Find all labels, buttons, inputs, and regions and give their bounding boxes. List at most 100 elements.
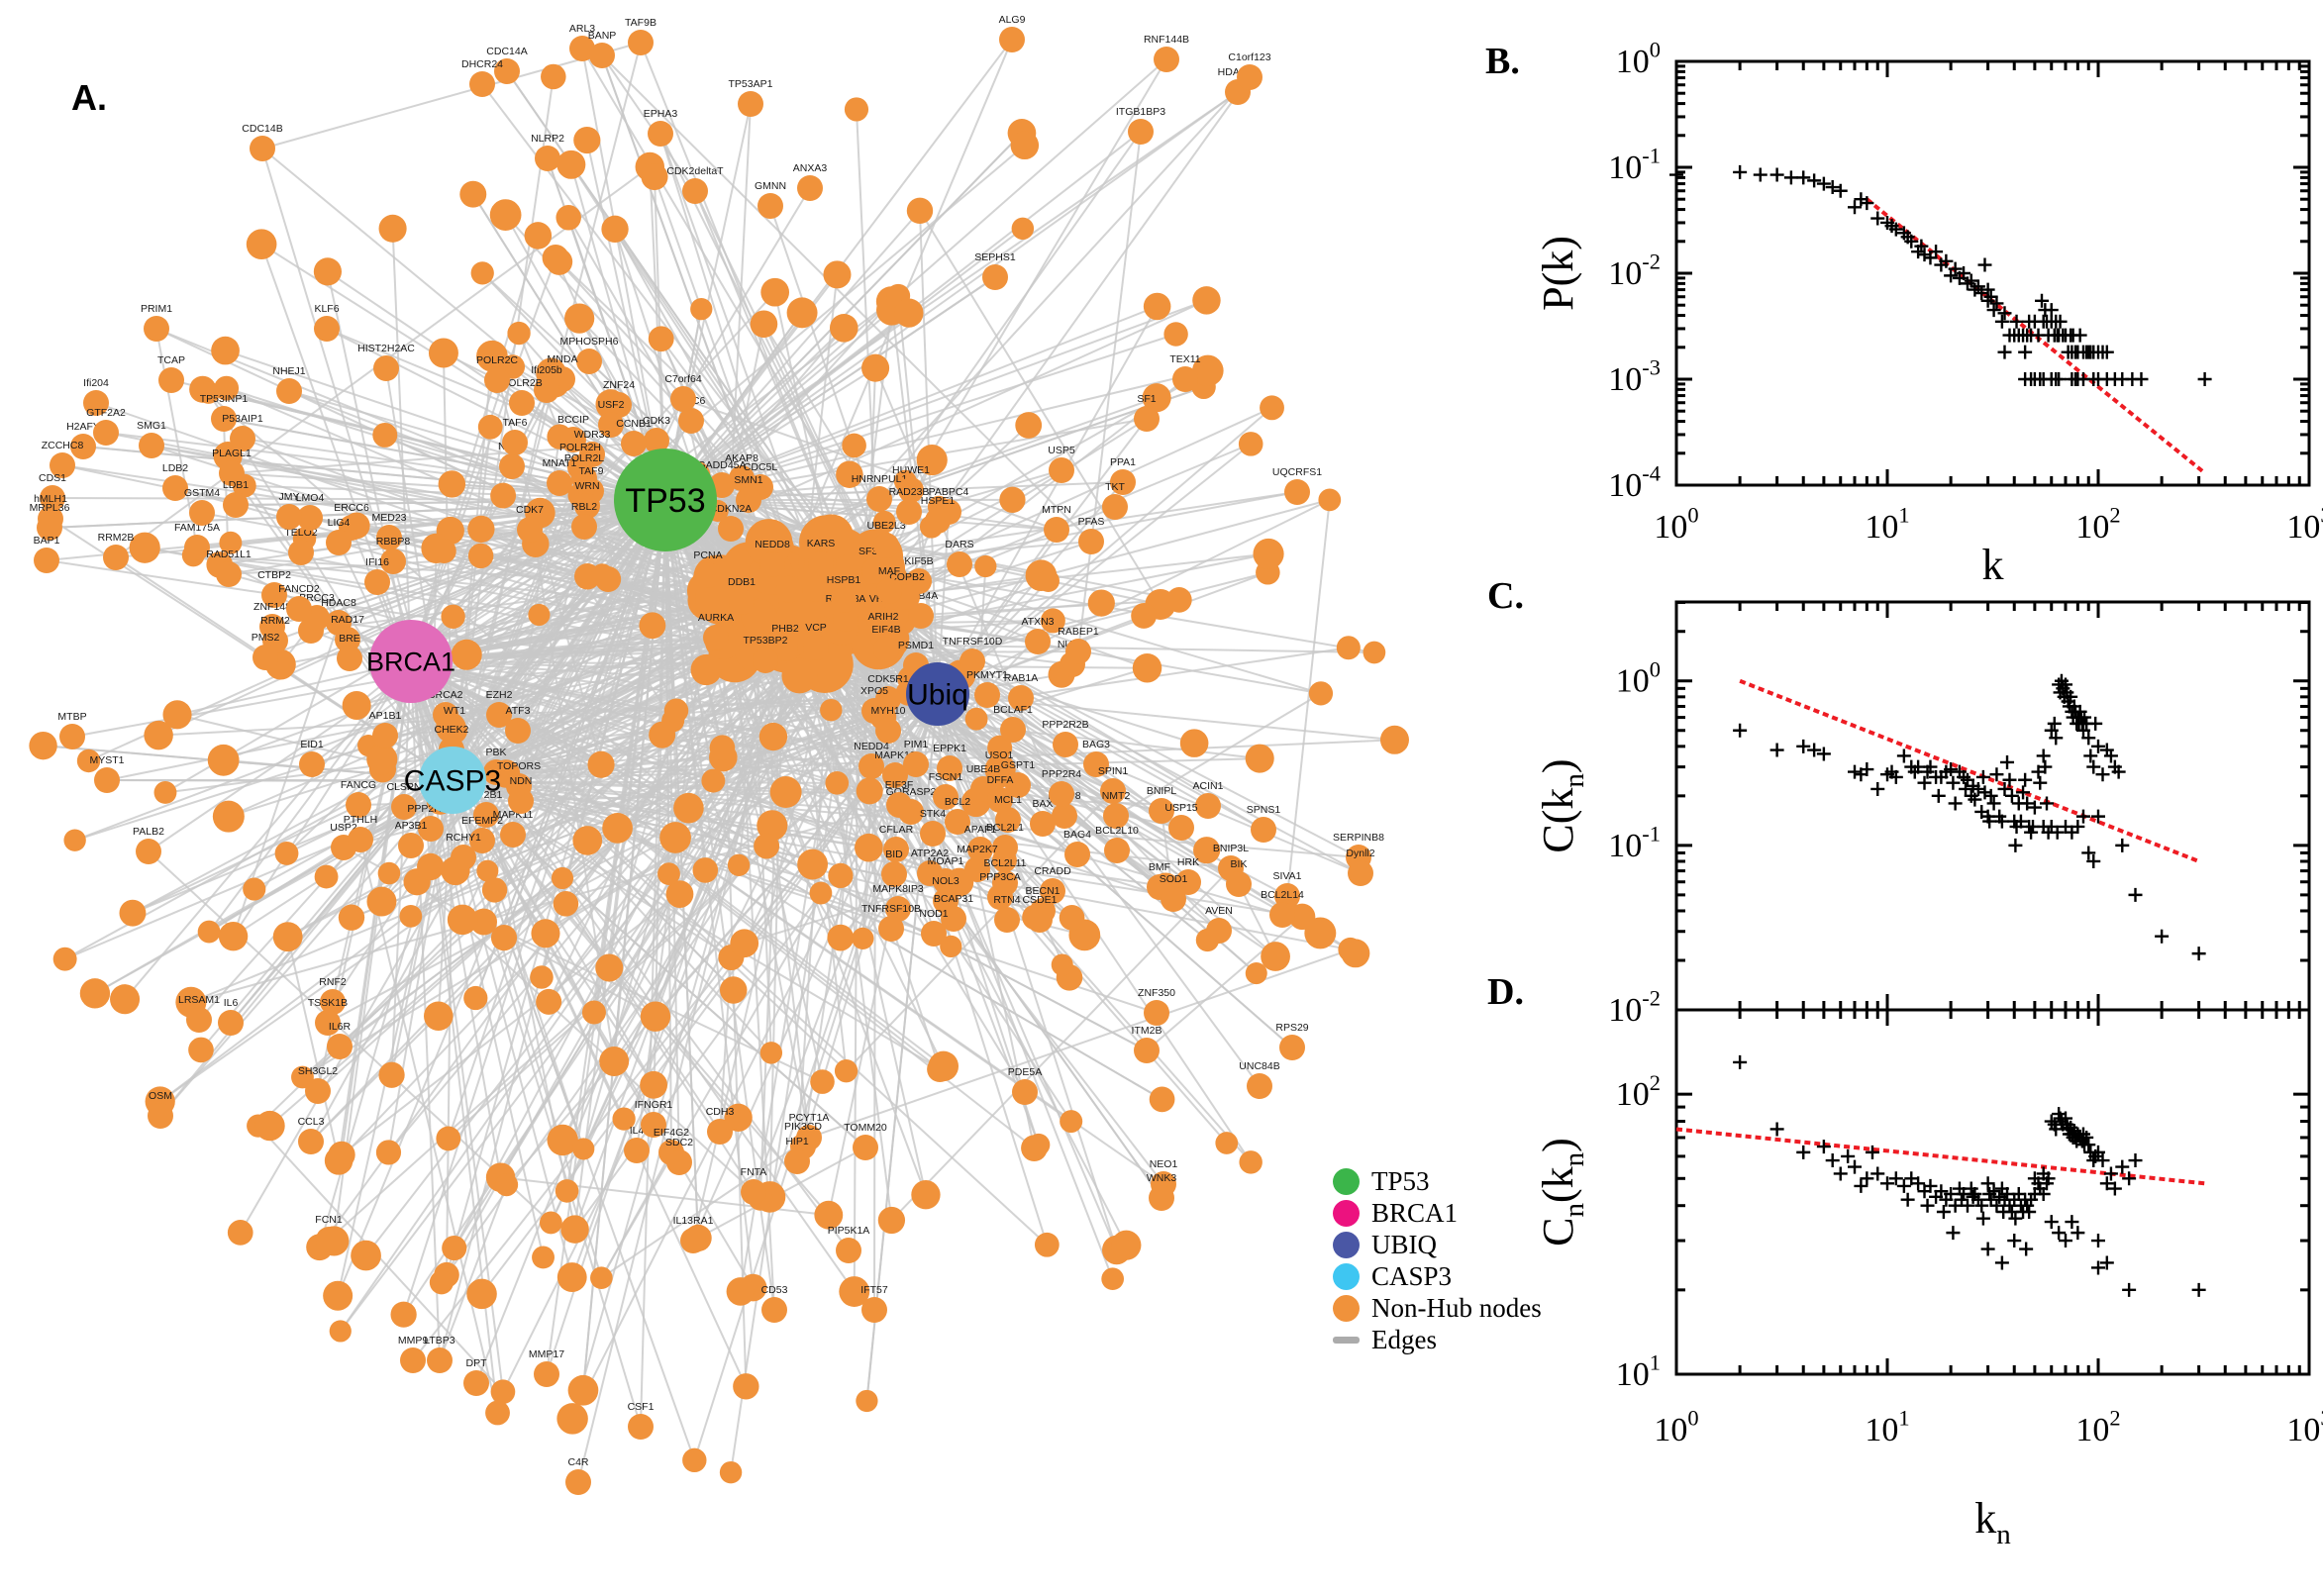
network-node	[833, 606, 858, 632]
network-node	[599, 1047, 630, 1077]
network-node	[1172, 366, 1198, 392]
network-node	[366, 744, 398, 775]
network-node	[314, 316, 340, 342]
network-node-label: NEDD8	[755, 539, 790, 550]
legend-label: CASP3	[1371, 1261, 1453, 1291]
network-node	[1226, 871, 1252, 897]
network-node-label: HDAC8	[321, 597, 356, 609]
network-node-label: PLAGL1	[212, 448, 252, 459]
network-node	[223, 492, 249, 518]
network-node	[494, 1172, 519, 1197]
network-node	[34, 548, 59, 573]
network-node	[987, 735, 1013, 760]
network-node-label: LRSAM1	[178, 994, 220, 1006]
network-node-label: PPA1	[1110, 456, 1136, 468]
network-node-label: USP2	[330, 822, 357, 834]
network-node-label: BCL2	[945, 796, 970, 808]
network-node	[873, 533, 899, 558]
network-node	[63, 829, 86, 851]
network-node-label: PIP5K1A	[828, 1225, 870, 1237]
legend-label: BRCA1	[1371, 1198, 1459, 1228]
network-node	[451, 639, 482, 670]
network-node-label: EZH2	[486, 689, 513, 701]
network-node-label: CSDE1	[1022, 894, 1057, 906]
network-node-label: HSPE1	[921, 495, 956, 507]
network-node-label: PABPC4	[929, 486, 969, 498]
network-node	[1060, 1110, 1083, 1134]
network-node-label: Ifi204	[83, 377, 109, 389]
network-node	[451, 845, 476, 870]
network-node	[682, 1447, 707, 1473]
network-node	[758, 722, 788, 751]
network-node-label: hMLH1	[34, 493, 67, 505]
network-node-label: KARS	[807, 538, 836, 549]
network-node-label: SH3GL2	[298, 1065, 338, 1077]
panel-label-b: B.	[1485, 41, 1520, 82]
network-node-label: USP15	[1164, 802, 1197, 814]
network-node-label: ITGB1BP3	[1116, 106, 1165, 118]
network-node	[1304, 917, 1337, 949]
network-node	[94, 767, 120, 793]
network-node	[1049, 457, 1074, 483]
y-tick-label: 10-4​	[1608, 461, 1661, 504]
network-node	[76, 748, 101, 773]
network-node	[866, 486, 892, 512]
network-node	[1131, 603, 1158, 629]
network-node	[758, 193, 783, 219]
network-node	[189, 500, 215, 526]
network-node	[894, 298, 924, 328]
network-node-label: ERCC6	[334, 502, 369, 514]
network-node	[1175, 869, 1201, 895]
network-node	[730, 929, 759, 958]
network-node-label: RRM2B	[98, 532, 135, 544]
network-node	[852, 927, 874, 950]
network-node	[490, 1379, 516, 1405]
network-node-label: PIK3CD	[784, 1121, 822, 1133]
network-node-label: FAM175A	[174, 522, 220, 534]
network-node	[560, 1215, 589, 1244]
network-node-label: FANCG	[341, 779, 376, 791]
network-node	[703, 625, 729, 650]
network-node-label: JMY	[279, 491, 300, 503]
network-node-label: BMF	[1149, 861, 1170, 873]
network-node	[1163, 322, 1188, 347]
network-node	[315, 1010, 341, 1036]
network-node	[243, 877, 266, 901]
network-node	[663, 698, 689, 723]
network-node-label: LTBP3	[424, 1335, 454, 1347]
network-node-label: BAG3	[1082, 739, 1110, 750]
network-node-label: EPHA3	[644, 108, 678, 120]
network-node	[967, 837, 993, 862]
network-node-label: IL13RA1	[673, 1215, 714, 1227]
network-node-label: PBK	[485, 747, 506, 758]
network-node	[736, 487, 761, 513]
chart-panel-B: 100​ 101​ 102​ 103​ 100​ 10-1​ 10-2​ 10-3​ 10-4​…	[1534, 38, 2323, 589]
network-node	[945, 809, 970, 835]
network-node	[297, 505, 323, 531]
network-node-label: CFLAR	[879, 824, 914, 836]
network-node	[184, 535, 210, 560]
legend-label: Non-Hub nodes	[1371, 1293, 1542, 1323]
network-node-label: NEO1	[1150, 1158, 1178, 1170]
network-node	[1027, 907, 1053, 933]
network-node-label: AP1B1	[369, 710, 402, 722]
network-node	[337, 646, 362, 671]
scatter-points	[1669, 164, 2212, 386]
legend-color-dot	[1333, 1295, 1360, 1322]
network-node-label: IFNGR1	[635, 1099, 673, 1111]
network-node	[992, 835, 1018, 860]
legend-label: TP53	[1371, 1166, 1430, 1196]
network-node	[1110, 469, 1136, 495]
network-node	[1215, 1132, 1239, 1154]
network-node	[494, 58, 520, 84]
network-node	[659, 822, 691, 853]
network-node	[372, 422, 398, 448]
network-node	[1012, 1079, 1038, 1105]
network-node	[727, 853, 751, 876]
network-node-label: WNK3	[1147, 1172, 1176, 1184]
network-node	[329, 1320, 352, 1343]
network-node	[573, 126, 601, 154]
network-node-label: GADD45A	[697, 459, 746, 471]
network-node	[999, 486, 1026, 513]
